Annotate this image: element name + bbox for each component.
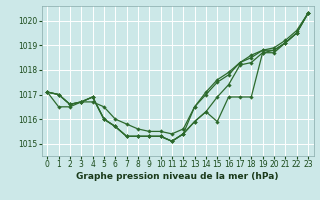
X-axis label: Graphe pression niveau de la mer (hPa): Graphe pression niveau de la mer (hPa) [76,172,279,181]
